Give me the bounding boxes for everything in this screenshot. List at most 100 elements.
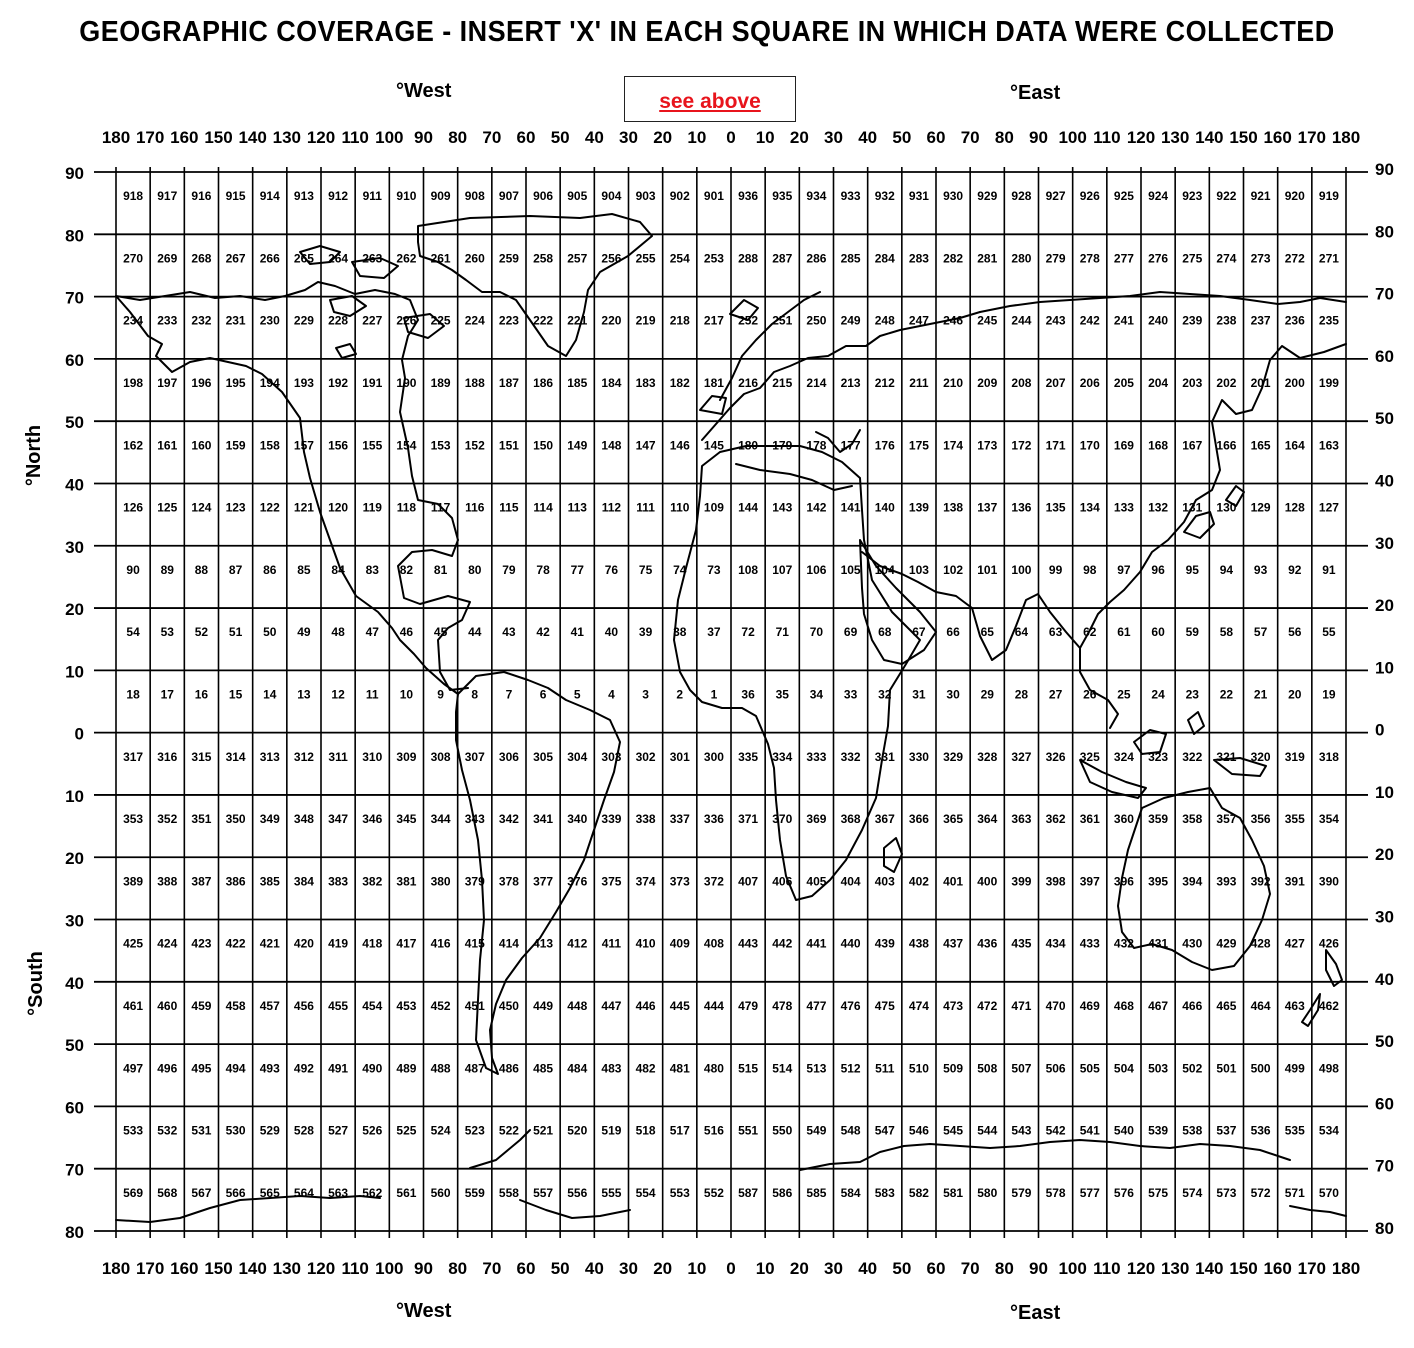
grid-square-number: 520	[567, 1124, 587, 1138]
grid-square-number: 346	[362, 812, 382, 826]
grid-square-number: 491	[328, 1061, 348, 1075]
grid-square-number: 251	[772, 314, 792, 328]
grid-square-number: 237	[1251, 314, 1271, 328]
grid-square-number: 225	[431, 314, 451, 328]
grid-square-number: 123	[226, 501, 246, 515]
latitude-label-right: 80	[1375, 1219, 1394, 1238]
longitude-label-top: 50	[892, 128, 911, 147]
latitude-label-right: 10	[1375, 783, 1394, 802]
grid-square-number: 371	[738, 812, 758, 826]
grid-square-number: 47	[366, 625, 380, 639]
latitude-label-left: 40	[65, 974, 84, 993]
grid-square-number: 72	[741, 625, 755, 639]
grid-square-number: 475	[875, 999, 895, 1013]
grid-square-number: 372	[704, 874, 724, 888]
grid-square-number: 495	[191, 1061, 211, 1075]
grid-square-number: 316	[157, 750, 177, 764]
grid-square-number: 31	[912, 688, 926, 702]
grid-square-number: 22	[1220, 688, 1234, 702]
longitude-label-bottom: 90	[1029, 1259, 1048, 1278]
grid-square-number: 77	[571, 563, 585, 577]
grid-square-number: 274	[1216, 251, 1236, 265]
see-above-link[interactable]: see above	[624, 76, 796, 122]
grid-square-number: 928	[1011, 189, 1031, 203]
longitude-label-top: 100	[375, 128, 403, 147]
grid-square-number: 135	[1046, 501, 1066, 515]
grid-square-number: 406	[772, 874, 792, 888]
longitude-label-top: 140	[238, 128, 266, 147]
grid-square-number: 367	[875, 812, 895, 826]
grid-square-number: 195	[226, 376, 246, 390]
grid-square-number: 260	[465, 251, 485, 265]
grid-square-number: 231	[226, 314, 246, 328]
grid-square-number: 19	[1322, 688, 1336, 702]
grid-square-number: 4	[608, 688, 615, 702]
grid-square-number: 118	[397, 501, 417, 515]
grid-square-number: 80	[468, 563, 482, 577]
latitude-label-right: 40	[1375, 970, 1394, 989]
longitude-label-top: 40	[858, 128, 877, 147]
grid-square-number: 579	[1011, 1186, 1031, 1200]
longitude-label-top: 70	[482, 128, 501, 147]
grid-square-number: 127	[1319, 501, 1339, 515]
latitude-label-left: 20	[65, 849, 84, 868]
grid-square-number: 380	[431, 874, 451, 888]
latitude-label-right: 20	[1375, 845, 1394, 864]
grid-square-number: 394	[1182, 874, 1202, 888]
longitude-label-top: 150	[204, 128, 232, 147]
latitude-label-left: 50	[65, 413, 84, 432]
grid-square-number: 510	[909, 1061, 929, 1075]
grid-square-number: 536	[1251, 1124, 1271, 1138]
grid-square-number: 258	[533, 251, 553, 265]
grid-square-number: 489	[396, 1061, 416, 1075]
grid-square-number: 407	[738, 874, 758, 888]
grid-square-number: 521	[533, 1124, 553, 1138]
grid-square-number: 585	[806, 1186, 826, 1200]
latitude-label-right: 60	[1375, 1094, 1394, 1113]
longitude-label-top: 130	[1161, 128, 1189, 147]
grid-square-number: 280	[1011, 251, 1031, 265]
grid-square-number: 189	[431, 376, 451, 390]
grid-square-number: 32	[878, 688, 892, 702]
grid-square-number: 162	[123, 438, 143, 452]
grid-square-number: 553	[670, 1186, 690, 1200]
grid-square-number: 288	[738, 251, 758, 265]
grid-square-number: 913	[294, 189, 314, 203]
longitude-label-bottom: 120	[1127, 1259, 1155, 1278]
grid-square-number: 275	[1182, 251, 1202, 265]
grid-square-number: 417	[396, 937, 416, 951]
grid-square-number: 300	[704, 750, 724, 764]
grid-square-number: 306	[499, 750, 519, 764]
grid-square-number: 133	[1114, 501, 1134, 515]
latitude-label-right: 30	[1375, 534, 1394, 553]
grid-square-number: 571	[1285, 1186, 1305, 1200]
grid-square-number: 502	[1182, 1061, 1202, 1075]
grid-square-number: 114	[533, 501, 553, 515]
grid-square-number: 359	[1148, 812, 1168, 826]
grid-square-number: 466	[1182, 999, 1202, 1013]
grid-square-number: 563	[328, 1186, 348, 1200]
grid-square-number: 155	[362, 438, 382, 452]
grid-square-number: 266	[260, 251, 280, 265]
latitude-label-left: 30	[65, 912, 84, 931]
grid-square-number: 909	[431, 189, 451, 203]
grid-square-number: 305	[533, 750, 553, 764]
grid-square-number: 134	[1080, 501, 1100, 515]
grid-square-number: 252	[738, 314, 758, 328]
grid-square-number: 82	[400, 563, 414, 577]
grid-square-number: 568	[157, 1186, 177, 1200]
grid-square-number: 509	[943, 1061, 963, 1075]
latitude-label-right: 70	[1375, 285, 1394, 304]
grid-square-number: 566	[226, 1186, 246, 1200]
grid-square-number: 338	[636, 812, 656, 826]
grid-square-number: 444	[704, 999, 724, 1013]
longitude-label-bottom: 30	[824, 1259, 843, 1278]
latitude-label-left: 30	[65, 538, 84, 557]
grid-square-number: 149	[567, 438, 587, 452]
grid-square-number: 125	[157, 501, 177, 515]
grid-square-number: 334	[772, 750, 792, 764]
grid-square-number: 92	[1288, 563, 1302, 577]
grid-square-number: 269	[157, 251, 177, 265]
west-header-top: °West	[396, 80, 452, 102]
grid-square-number: 363	[1011, 812, 1031, 826]
